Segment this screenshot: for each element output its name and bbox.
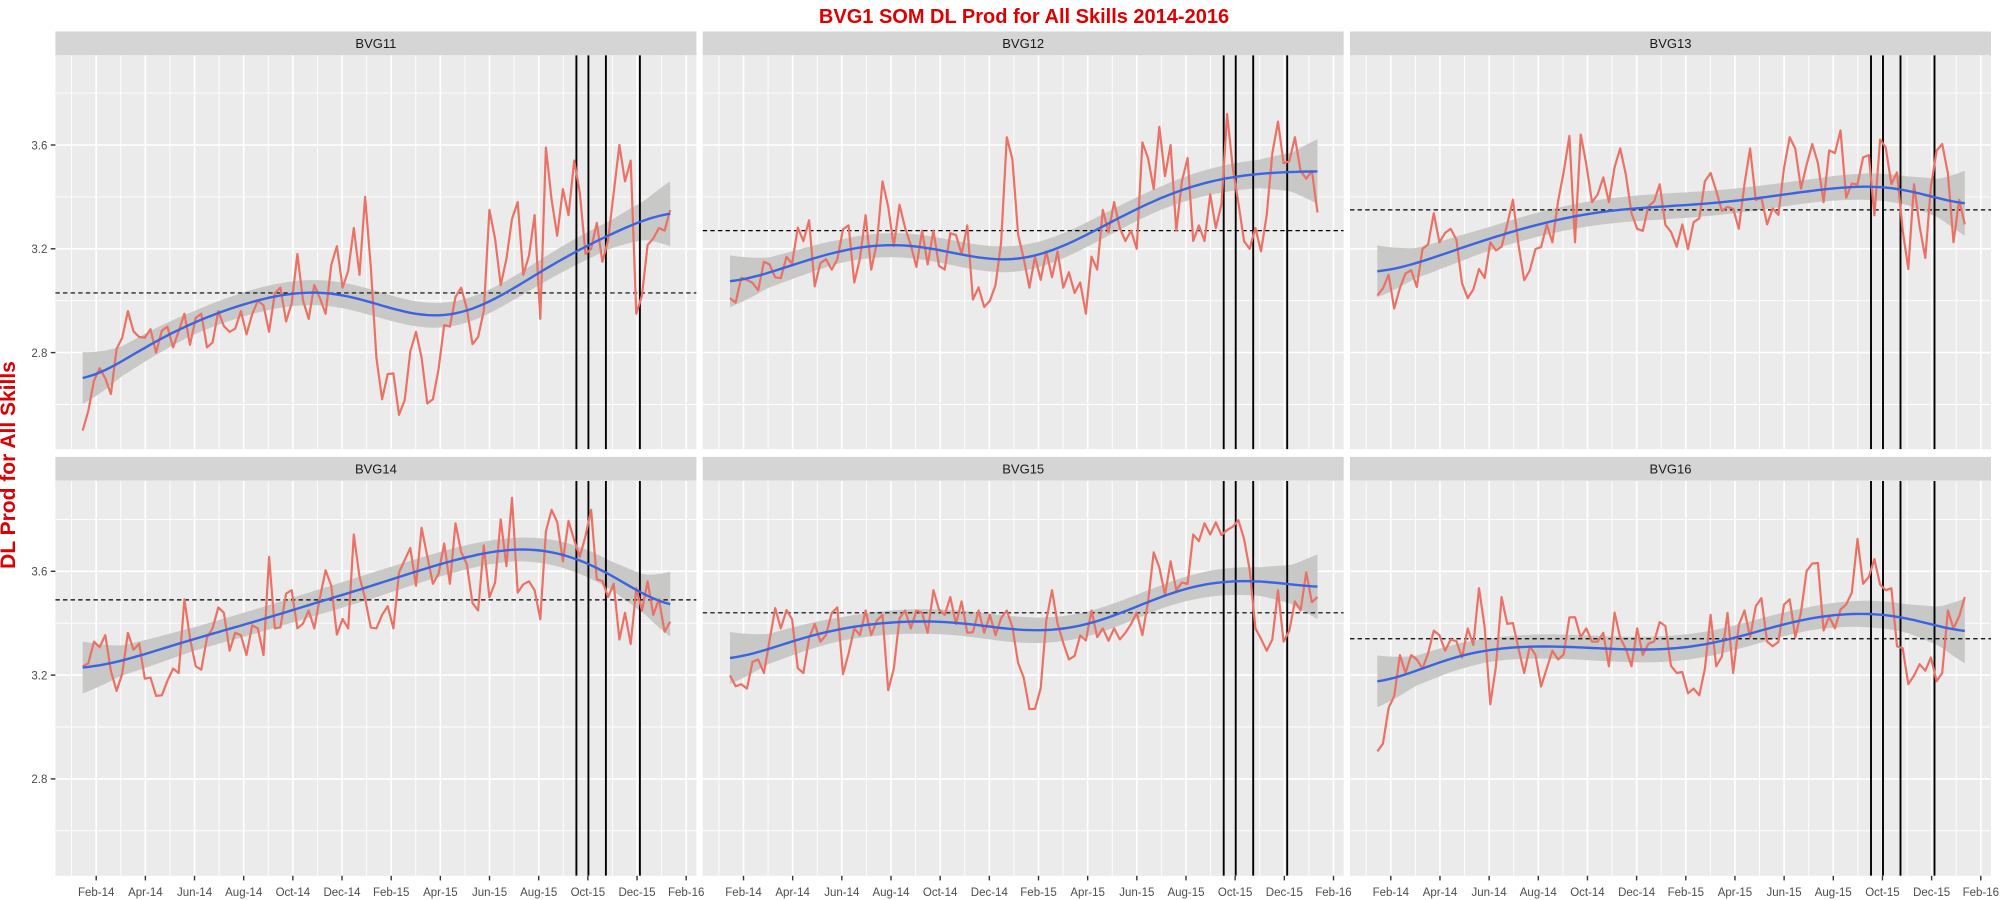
svg-text:BVG14: BVG14 bbox=[355, 461, 397, 476]
svg-text:Oct-14: Oct-14 bbox=[276, 887, 311, 899]
svg-text:Oct-15: Oct-15 bbox=[1218, 887, 1253, 899]
svg-text:Feb-15: Feb-15 bbox=[1020, 887, 1056, 899]
svg-text:Feb-14: Feb-14 bbox=[725, 887, 762, 899]
svg-text:Oct-15: Oct-15 bbox=[1865, 887, 1900, 899]
svg-text:Feb-16: Feb-16 bbox=[1963, 887, 1999, 899]
svg-text:Oct-14: Oct-14 bbox=[923, 887, 958, 899]
svg-text:DL Prod for All Skills: DL Prod for All Skills bbox=[0, 361, 20, 569]
svg-text:Dec-14: Dec-14 bbox=[971, 887, 1009, 899]
svg-text:Feb-16: Feb-16 bbox=[1315, 887, 1351, 899]
svg-text:Dec-14: Dec-14 bbox=[1618, 887, 1656, 899]
svg-text:Jun-14: Jun-14 bbox=[177, 887, 213, 899]
svg-text:3.6: 3.6 bbox=[31, 567, 47, 579]
svg-text:Apr-14: Apr-14 bbox=[128, 887, 163, 899]
svg-text:Jun-15: Jun-15 bbox=[1767, 887, 1802, 899]
svg-text:3.2: 3.2 bbox=[31, 244, 47, 256]
svg-text:Feb-15: Feb-15 bbox=[373, 887, 409, 899]
svg-text:Dec-15: Dec-15 bbox=[618, 887, 655, 899]
svg-text:BVG16: BVG16 bbox=[1650, 461, 1692, 476]
svg-text:Aug-14: Aug-14 bbox=[225, 887, 263, 899]
svg-text:2.8: 2.8 bbox=[31, 348, 47, 360]
svg-text:Oct-14: Oct-14 bbox=[1570, 887, 1605, 899]
svg-text:Aug-15: Aug-15 bbox=[520, 887, 557, 899]
svg-text:Jun-15: Jun-15 bbox=[1119, 887, 1154, 899]
svg-text:BVG1 SOM DL Prod for All Skill: BVG1 SOM DL Prod for All Skills 2014-201… bbox=[819, 6, 1229, 28]
svg-text:3.2: 3.2 bbox=[31, 670, 47, 682]
svg-text:BVG11: BVG11 bbox=[355, 36, 396, 51]
svg-text:Dec-15: Dec-15 bbox=[1266, 887, 1303, 899]
svg-text:Oct-15: Oct-15 bbox=[571, 887, 606, 899]
svg-text:Aug-15: Aug-15 bbox=[1815, 887, 1852, 899]
svg-text:Dec-14: Dec-14 bbox=[323, 887, 361, 899]
svg-text:Aug-14: Aug-14 bbox=[872, 887, 910, 899]
svg-text:Dec-15: Dec-15 bbox=[1913, 887, 1950, 899]
svg-text:3.6: 3.6 bbox=[31, 140, 47, 152]
svg-text:BVG12: BVG12 bbox=[1002, 36, 1044, 51]
svg-text:Jun-14: Jun-14 bbox=[824, 887, 860, 899]
svg-text:Apr-14: Apr-14 bbox=[775, 887, 810, 899]
svg-text:Apr-15: Apr-15 bbox=[423, 887, 458, 899]
svg-text:BVG13: BVG13 bbox=[1650, 36, 1692, 51]
svg-text:Feb-16: Feb-16 bbox=[668, 887, 704, 899]
svg-text:Aug-15: Aug-15 bbox=[1167, 887, 1204, 899]
svg-text:Feb-14: Feb-14 bbox=[1373, 887, 1410, 899]
svg-text:Feb-14: Feb-14 bbox=[78, 887, 115, 899]
svg-text:BVG15: BVG15 bbox=[1002, 461, 1044, 476]
svg-text:2.8: 2.8 bbox=[31, 774, 47, 786]
svg-text:Jun-15: Jun-15 bbox=[472, 887, 507, 899]
svg-text:Apr-15: Apr-15 bbox=[1070, 887, 1105, 899]
svg-text:Feb-15: Feb-15 bbox=[1668, 887, 1704, 899]
svg-text:Apr-15: Apr-15 bbox=[1718, 887, 1753, 899]
svg-text:Aug-14: Aug-14 bbox=[1520, 887, 1558, 899]
svg-text:Jun-14: Jun-14 bbox=[1472, 887, 1508, 899]
svg-text:Apr-14: Apr-14 bbox=[1423, 887, 1458, 899]
